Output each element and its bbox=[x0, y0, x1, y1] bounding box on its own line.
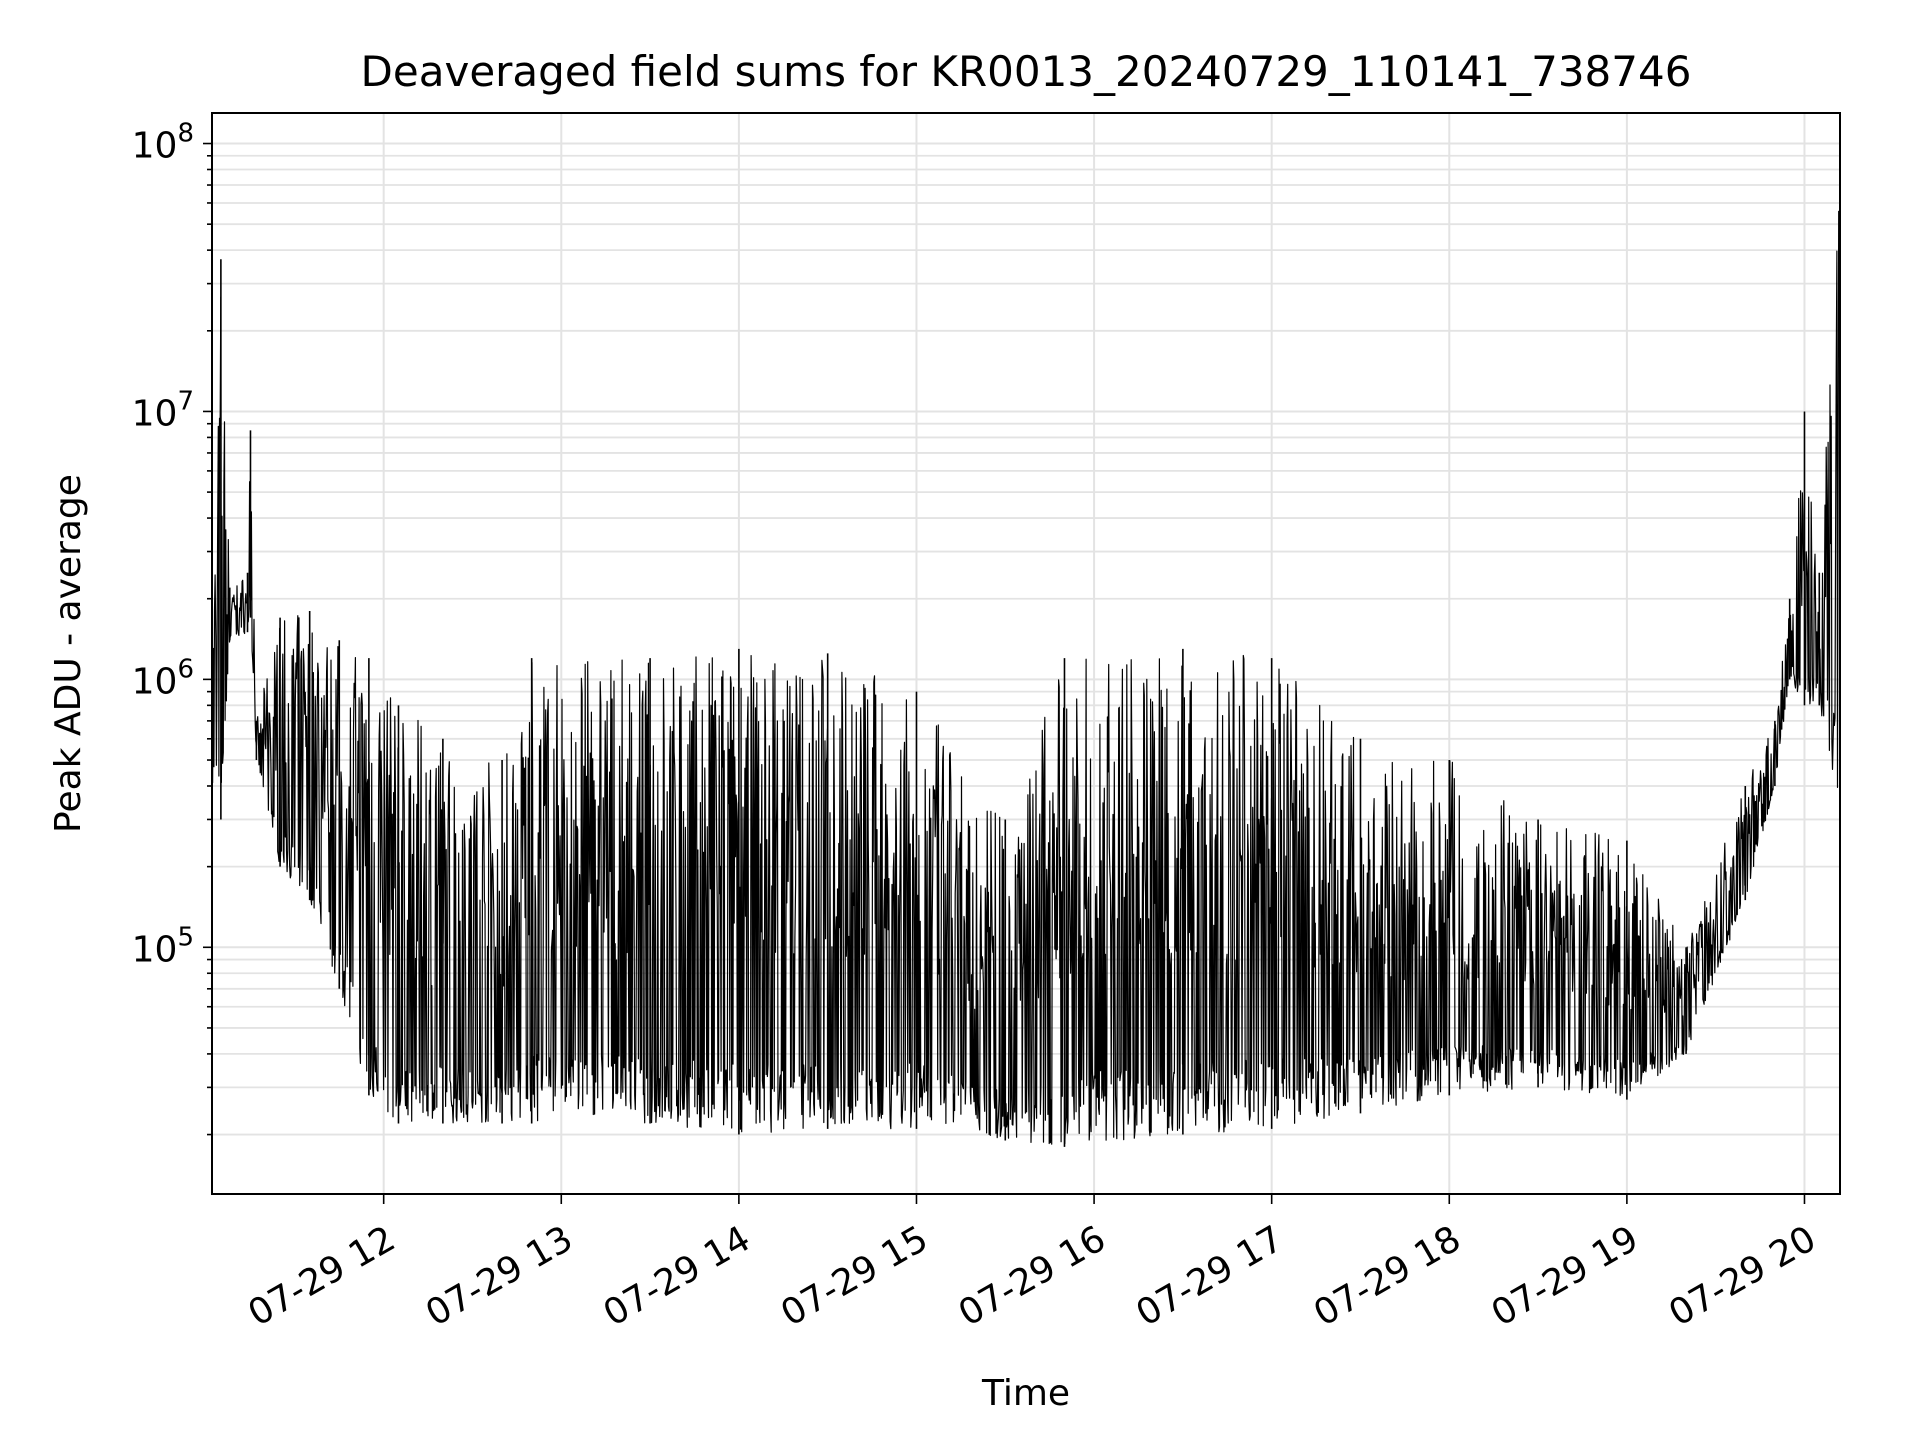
x-tick-label: 07-29 16 bbox=[952, 1218, 1113, 1334]
chart-title: Deaveraged field sums for KR0013_2024072… bbox=[361, 47, 1692, 96]
y-tick-base: 10 bbox=[132, 661, 178, 702]
series-layer bbox=[211, 155, 1841, 1147]
y-tick-label: 108 bbox=[132, 119, 194, 167]
y-tick-base: 10 bbox=[132, 126, 178, 167]
x-tick-label: 07-29 12 bbox=[242, 1218, 403, 1334]
x-tick-label: 07-29 20 bbox=[1662, 1218, 1823, 1334]
y-tick-base: 10 bbox=[132, 929, 178, 970]
x-tick-label: 07-29 18 bbox=[1307, 1218, 1468, 1334]
plot-frame bbox=[211, 112, 1841, 1195]
y-tick-label: 107 bbox=[132, 386, 194, 434]
x-tick-label: 07-29 17 bbox=[1130, 1218, 1291, 1334]
x-tick-label: 07-29 13 bbox=[419, 1218, 580, 1334]
y-tick-label: 106 bbox=[132, 654, 194, 702]
x-tick-label: 07-29 19 bbox=[1485, 1218, 1646, 1334]
y-tick-exponent: 8 bbox=[177, 119, 194, 149]
y-tick-exponent: 6 bbox=[177, 654, 194, 684]
x-tick-label: 07-29 14 bbox=[597, 1218, 758, 1334]
x-tick-label: 07-29 15 bbox=[774, 1218, 935, 1334]
y-axis-label: Peak ADU - average bbox=[48, 474, 89, 833]
y-tick-base: 10 bbox=[132, 393, 178, 434]
y-tick-label: 105 bbox=[132, 922, 194, 970]
series-line bbox=[211, 210, 1841, 1145]
x-axis-label: Time bbox=[981, 1373, 1070, 1414]
y-tick-exponent: 7 bbox=[177, 386, 194, 416]
y-tick-exponent: 5 bbox=[177, 922, 194, 952]
